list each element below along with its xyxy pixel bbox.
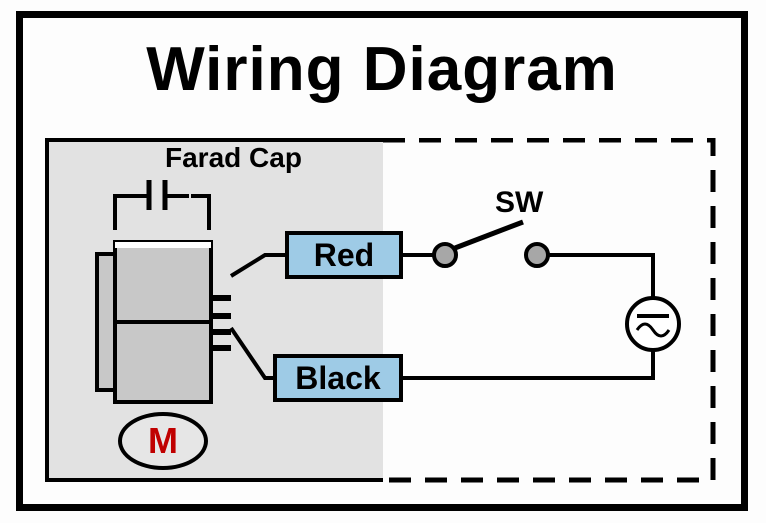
right-circuit	[385, 178, 725, 478]
terminal-red-label: Red	[314, 237, 374, 274]
motor-label-bubble: M	[118, 412, 208, 470]
motor-label: M	[148, 420, 178, 462]
outer-frame: Wiring Diagram	[16, 11, 748, 511]
terminal-black-label: Black	[295, 360, 380, 397]
capacitor-label: Farad Cap	[165, 142, 302, 174]
terminal-black: Black	[273, 354, 403, 402]
page-title: Wiring Diagram	[23, 34, 741, 105]
switch-label: SW	[495, 186, 543, 220]
diagram-area: Farad Cap Red Black	[45, 138, 719, 484]
